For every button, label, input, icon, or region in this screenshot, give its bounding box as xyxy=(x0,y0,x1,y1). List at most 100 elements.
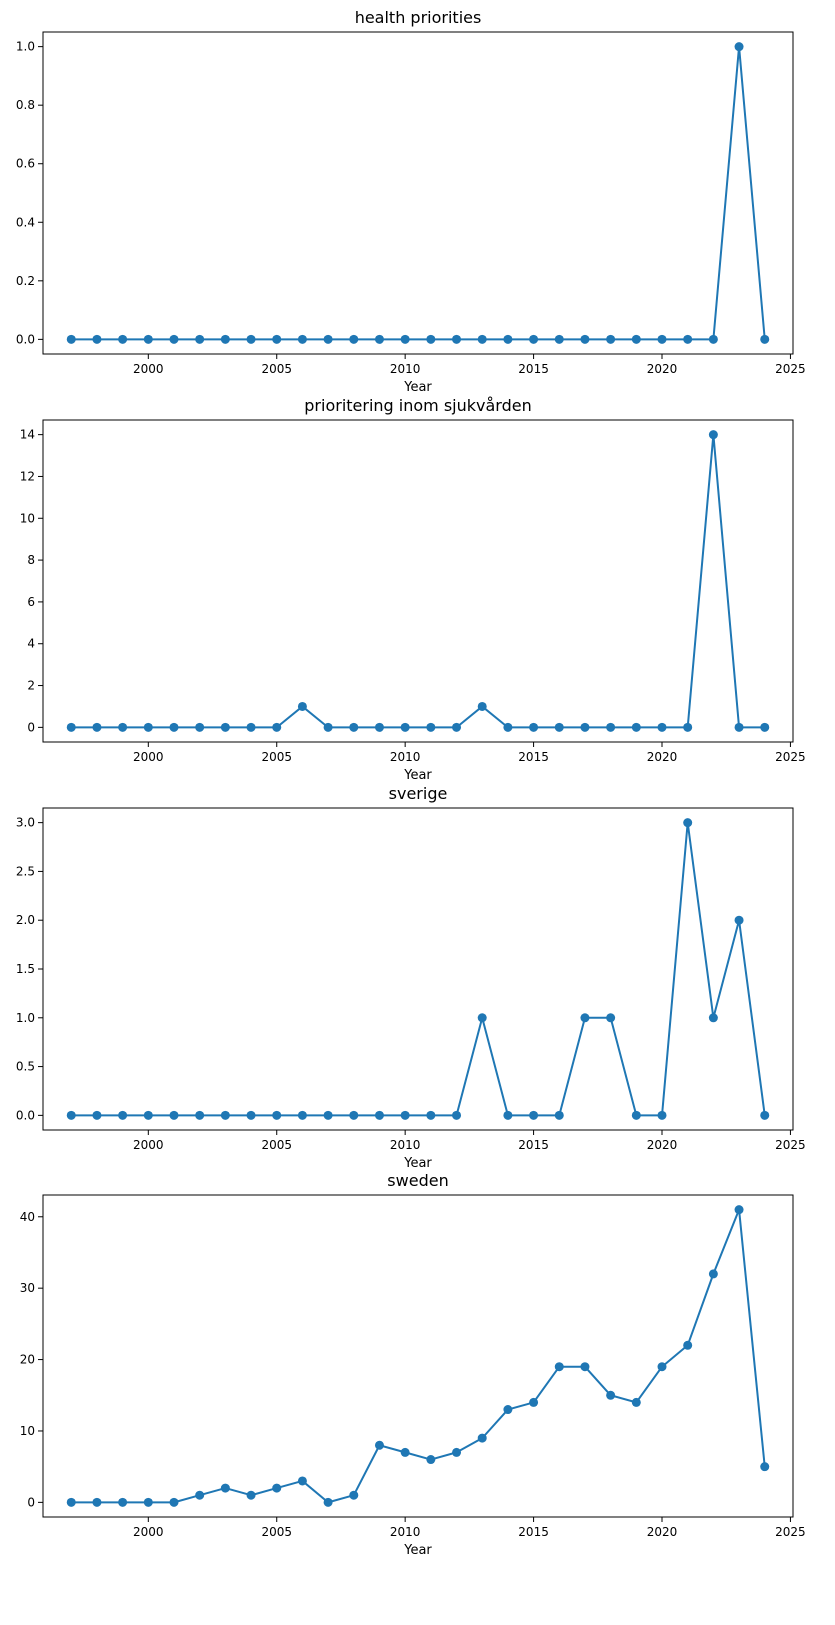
data-point xyxy=(503,1405,513,1415)
x-tick-label: 2015 xyxy=(518,1525,549,1539)
data-point xyxy=(631,1110,641,1120)
y-tick-label: 0.4 xyxy=(16,215,35,229)
x-tick-label: 2010 xyxy=(390,1138,421,1152)
data-point xyxy=(708,334,718,344)
data-point xyxy=(760,1110,770,1120)
data-point xyxy=(477,334,487,344)
plot-frame xyxy=(42,419,794,743)
data-point xyxy=(580,1013,590,1023)
data-point xyxy=(272,1483,282,1493)
x-tick-label: 2025 xyxy=(775,1138,806,1152)
x-tick-label: 2015 xyxy=(518,362,549,376)
chart-4: sweden 2000 2005 2010 2015 2020 2025 0 10 20 30 40 Y… xyxy=(20,1171,806,1558)
data-point xyxy=(683,1340,693,1350)
data-point xyxy=(220,1483,230,1493)
data-point xyxy=(297,1476,307,1486)
data-point xyxy=(554,1110,564,1120)
x-tick-label: 2000 xyxy=(133,750,164,764)
y-tick-label: 0 xyxy=(27,720,35,734)
data-point xyxy=(92,1110,102,1120)
x-tick-label: 2015 xyxy=(518,1138,549,1152)
data-point xyxy=(400,1110,410,1120)
data-point xyxy=(760,334,770,344)
data-point xyxy=(92,722,102,732)
data-point xyxy=(323,1110,333,1120)
data-point xyxy=(554,1362,564,1372)
y-tick-label: 10 xyxy=(20,511,35,525)
data-point xyxy=(503,722,513,732)
data-point xyxy=(195,722,205,732)
series-line xyxy=(71,433,765,729)
data-point xyxy=(374,334,384,344)
data-point xyxy=(477,1433,487,1443)
data-point xyxy=(708,430,718,440)
data-point xyxy=(683,722,693,732)
data-point xyxy=(349,1490,359,1500)
data-point xyxy=(323,1497,333,1507)
x-tick-label: 2025 xyxy=(775,362,806,376)
y-tick-label: 6 xyxy=(27,595,35,609)
y-tick-label: 0.6 xyxy=(16,157,35,171)
x-tick-label: 2020 xyxy=(647,362,678,376)
y-tick-label: 20 xyxy=(20,1353,35,1367)
plot-frame xyxy=(42,31,794,355)
x-tick-label: 2000 xyxy=(133,1138,164,1152)
data-point xyxy=(246,1490,256,1500)
data-point xyxy=(400,334,410,344)
data-point xyxy=(657,1110,667,1120)
x-tick-label: 2010 xyxy=(390,750,421,764)
data-point xyxy=(554,334,564,344)
data-point xyxy=(272,722,282,732)
data-point xyxy=(323,722,333,732)
y-tick-label: 0.5 xyxy=(16,1060,35,1074)
x-axis-label: Year xyxy=(403,380,432,395)
y-tick-label: 1.0 xyxy=(16,40,35,54)
data-point xyxy=(529,1110,539,1120)
data-point xyxy=(66,1110,76,1120)
x-tick-label: 2025 xyxy=(775,750,806,764)
data-point xyxy=(657,722,667,732)
data-point xyxy=(452,722,462,732)
data-point xyxy=(452,1447,462,1457)
data-point xyxy=(606,1013,616,1023)
y-tick-label: 0 xyxy=(27,1495,35,1509)
data-point xyxy=(169,722,179,732)
data-point xyxy=(220,722,230,732)
y-tick-label: 0.2 xyxy=(16,274,35,288)
data-point xyxy=(452,1110,462,1120)
x-tick-label: 2010 xyxy=(390,1525,421,1539)
data-point xyxy=(143,1110,153,1120)
chart-title: prioritering inom sjukvården xyxy=(304,396,531,415)
data-point xyxy=(734,42,744,52)
x-tick-label: 2020 xyxy=(647,1138,678,1152)
data-point xyxy=(92,1497,102,1507)
data-point xyxy=(606,722,616,732)
data-point xyxy=(477,1013,487,1023)
y-tick-label: 4 xyxy=(27,637,35,651)
data-point xyxy=(400,722,410,732)
data-point xyxy=(66,722,76,732)
data-point xyxy=(503,334,513,344)
x-tick-label: 2000 xyxy=(133,1525,164,1539)
data-point xyxy=(708,1269,718,1279)
y-tick-label: 10 xyxy=(20,1424,35,1438)
y-tick-label: 12 xyxy=(20,469,35,483)
data-point xyxy=(220,334,230,344)
data-point xyxy=(606,334,616,344)
y-tick-label: 14 xyxy=(20,428,35,442)
data-point xyxy=(374,1440,384,1450)
data-point xyxy=(606,1390,616,1400)
data-point xyxy=(195,1110,205,1120)
y-tick-label: 1.5 xyxy=(16,962,35,976)
y-tick-label: 8 xyxy=(27,553,35,567)
data-point xyxy=(477,701,487,711)
y-tick-label: 0.0 xyxy=(16,332,35,346)
data-point xyxy=(195,334,205,344)
data-point xyxy=(246,334,256,344)
data-point xyxy=(143,722,153,732)
data-point xyxy=(272,334,282,344)
data-point xyxy=(657,334,667,344)
chart-3: sverige 2000 2005 2010 2015 2020 2025 0.0 0.5 1.0… xyxy=(16,784,806,1171)
data-point xyxy=(529,1397,539,1407)
